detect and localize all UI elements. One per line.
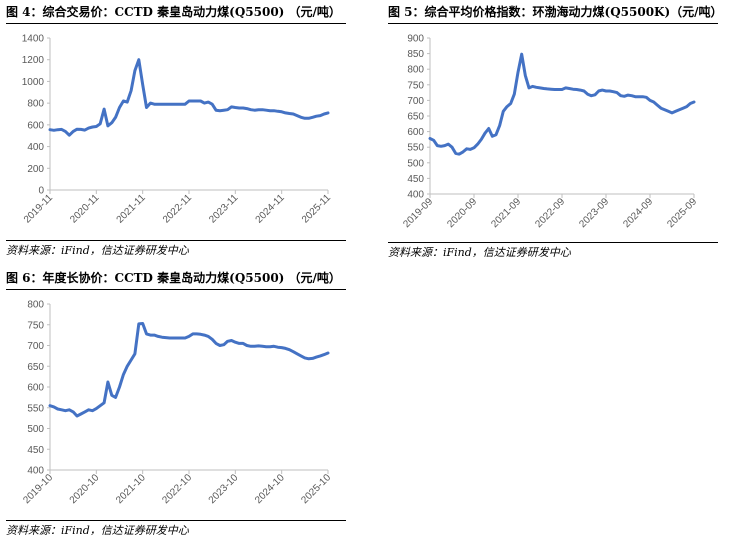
y-tick-label: 900 (407, 34, 424, 45)
y-tick-label: 400 (27, 466, 44, 477)
series-line (48, 58, 330, 137)
chart-plot-fig4: 0 200 400 600 800 1000 1200 1400 2019-11 2020-11 2… (22, 34, 334, 226)
x-tick-label: 2025-10 (299, 472, 333, 506)
source-rule (6, 520, 346, 521)
series-line (48, 322, 330, 418)
x-tick-label: 2024-09 (621, 196, 655, 230)
x-tick-label: 2021-10 (114, 472, 148, 506)
title-rule (6, 23, 346, 24)
y-tick-label: 550 (407, 143, 424, 154)
x-tick-label: 2021-11 (115, 192, 149, 226)
y-tick-label: 1200 (22, 55, 45, 66)
y-tick-label: 850 (407, 49, 424, 60)
y-tick-label: 750 (407, 80, 424, 91)
x-tick-label: 2020-10 (68, 472, 102, 506)
y-tick-label: 500 (407, 158, 424, 169)
y-tick-label: 800 (407, 65, 424, 76)
chart-panel-fig6: 图 6：年度长协价：CCTD 秦皇岛动力煤(Q5500) （元/吨） 400 45… (6, 268, 346, 540)
y-tick-label: 1400 (22, 34, 45, 45)
chart-panel-fig4: 图 4：综合交易价：CCTD 秦皇岛动力煤(Q5500) （元/吨） 0 200 4… (6, 2, 346, 262)
chart-source: 资料来源：iFind，信达证券研发中心 (6, 244, 189, 257)
y-tick-label: 650 (27, 362, 44, 373)
y-tick-label: 400 (407, 190, 424, 201)
source-rule (388, 242, 718, 243)
chart-plot-fig5: 400 450 500 550 600 650 700 750 800 850 900 2019-09… (401, 34, 699, 231)
y-tick-label: 550 (27, 403, 44, 414)
y-tick-label: 600 (27, 120, 44, 131)
y-tick-label: 750 (27, 320, 44, 331)
y-tick-label: 650 (407, 112, 424, 123)
chart-title: 图 4：综合交易价：CCTD 秦皇岛动力煤(Q5500) （元/吨） (6, 5, 341, 19)
x-tick-label: 2020-09 (445, 196, 479, 230)
x-tick-label: 2023-11 (207, 192, 241, 226)
x-tick-label: 2021-09 (489, 196, 523, 230)
y-tick-label: 600 (27, 383, 44, 394)
y-tick-label: 500 (27, 424, 44, 435)
x-tick-label: 2019-10 (21, 472, 55, 506)
x-tick-label: 2022-10 (160, 472, 194, 506)
title-rule (6, 289, 346, 290)
y-tick-label: 600 (407, 127, 424, 138)
x-tick-label: 2022-09 (533, 196, 567, 230)
y-tick-label: 450 (27, 445, 44, 456)
title-rule (388, 23, 718, 24)
x-tick-label: 2023-09 (577, 196, 611, 230)
x-tick-label: 2024-11 (254, 192, 288, 226)
chart-source: 资料来源：iFind，信达证券研发中心 (388, 246, 571, 259)
chart-title: 图 6：年度长协价：CCTD 秦皇岛动力煤(Q5500) （元/吨） (6, 271, 341, 285)
y-tick-label: 800 (27, 99, 44, 110)
y-tick-label: 800 (27, 300, 44, 311)
x-tick-label: 2019-09 (401, 196, 435, 230)
source-rule (6, 240, 346, 241)
y-tick-label: 400 (27, 142, 44, 153)
chart-title: 图 5：综合平均价格指数：环渤海动力煤(Q5500K)（元/吨） (388, 5, 723, 19)
y-tick-label: 450 (407, 174, 424, 185)
y-tick-label: 1000 (22, 77, 45, 88)
x-tick-label: 2024-10 (253, 472, 287, 506)
y-tick-label: 200 (27, 164, 44, 175)
x-tick-label: 2023-10 (207, 472, 241, 506)
series-line (428, 52, 696, 156)
x-tick-label: 2022-11 (161, 192, 195, 226)
y-tick-label: 700 (27, 341, 44, 352)
x-tick-label: 2020-11 (68, 192, 102, 226)
chart-source: 资料来源：iFind，信达证券研发中心 (6, 524, 189, 537)
x-tick-label: 2025-09 (665, 196, 699, 230)
chart-plot-fig6: 400 450 500 550 600 650 700 750 800 2019-10 2020-1… (21, 300, 333, 507)
y-tick-label: 0 (38, 186, 44, 197)
x-tick-label: 2025-11 (300, 192, 334, 226)
chart-panel-fig5: 图 5：综合平均价格指数：环渤海动力煤(Q5500K)（元/吨） 400 450 5… (388, 2, 723, 262)
x-tick-label: 2019-11 (22, 192, 56, 226)
y-tick-label: 700 (407, 96, 424, 107)
